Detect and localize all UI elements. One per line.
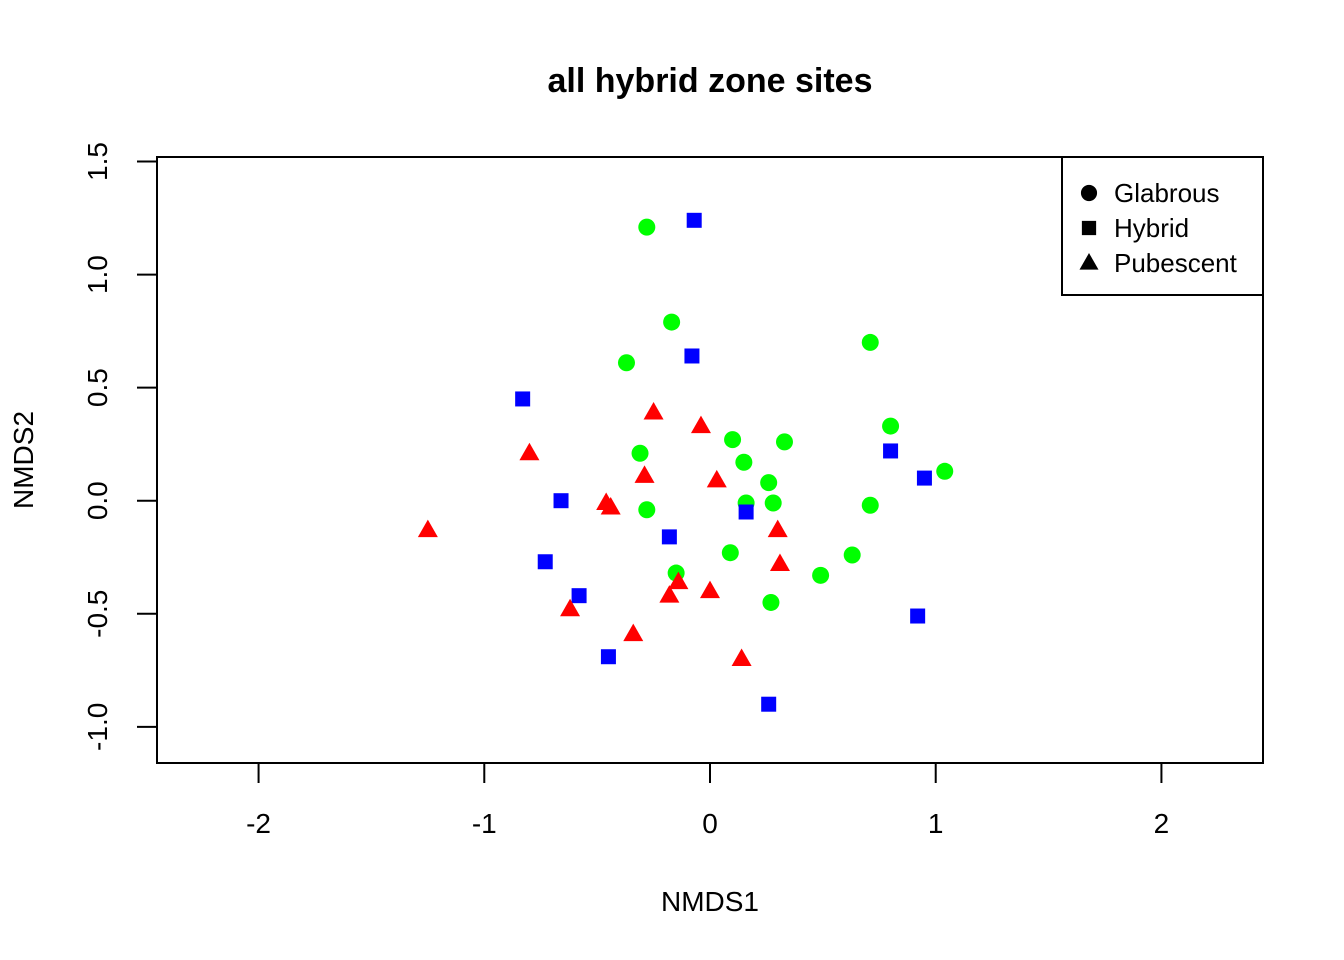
hybrid-point	[537, 554, 553, 570]
pubescent-point	[706, 469, 727, 488]
pubescent-point	[417, 519, 438, 538]
y-tick-label: 0.0	[82, 481, 113, 520]
glabrous-point	[638, 218, 656, 236]
hybrid-point	[553, 493, 569, 509]
legend-pubescent-marker	[1079, 253, 1099, 270]
pubescent-point	[668, 571, 689, 590]
pubescent-point	[769, 553, 790, 572]
pubescent-point	[643, 402, 664, 420]
pubescent-point	[731, 648, 752, 666]
hybrid-point	[686, 212, 702, 228]
glabrous-point	[764, 494, 782, 512]
pubescent-point	[623, 623, 644, 642]
x-tick-label: -1	[472, 808, 497, 839]
x-tick-label: -2	[246, 808, 271, 839]
hybrid-point	[738, 504, 754, 520]
glabrous-point	[721, 544, 739, 562]
glabrous-point	[812, 566, 830, 584]
pubescent-point	[690, 415, 711, 434]
glabrous-point	[760, 474, 778, 492]
glabrous-point	[638, 501, 656, 519]
data-points	[417, 212, 954, 712]
y-axis-label: NMDS2	[8, 411, 39, 509]
hybrid-point	[910, 608, 926, 624]
y-tick-label: 1.5	[82, 142, 113, 181]
x-tick-label: 2	[1154, 808, 1170, 839]
hybrid-point	[515, 391, 531, 407]
x-tick-label: 1	[928, 808, 944, 839]
hybrid-point	[761, 696, 777, 712]
glabrous-point	[631, 444, 649, 462]
pubescent-point	[700, 580, 720, 599]
x-axis-label: NMDS1	[661, 886, 759, 917]
legend-pubescent-label: Pubescent	[1114, 248, 1238, 278]
hybrid-point	[684, 348, 700, 364]
y-tick-label: -0.5	[82, 590, 113, 638]
hybrid-point	[916, 470, 932, 486]
glabrous-point	[775, 433, 793, 451]
x-axis: -2 -1 0 1 2	[246, 763, 1169, 839]
glabrous-point	[735, 453, 753, 471]
hybrid-point	[571, 588, 587, 604]
y-tick-label: -1.0	[82, 703, 113, 751]
glabrous-point	[663, 313, 681, 331]
pubescent-point	[600, 496, 621, 515]
pubescent-point	[634, 465, 655, 483]
y-tick-label: 1.0	[82, 255, 113, 294]
y-axis: -1.0 -0.5 0.0 0.5 1.0 1.5	[82, 142, 157, 751]
pubescent-point	[767, 519, 788, 538]
hybrid-point	[661, 529, 677, 545]
legend-glabrous-label: Glabrous	[1114, 178, 1220, 208]
glabrous-point	[617, 354, 635, 372]
chart-title: all hybrid zone sites	[548, 62, 873, 100]
legend: Glabrous Hybrid Pubescent	[1061, 156, 1264, 296]
glabrous-point	[762, 593, 780, 611]
glabrous-point	[724, 431, 742, 449]
pubescent-point	[659, 585, 680, 603]
legend-glabrous-marker	[1080, 184, 1098, 202]
hybrid-point	[883, 443, 899, 459]
legend-hybrid-marker	[1081, 220, 1097, 236]
glabrous-point	[843, 546, 861, 564]
hybrid-point	[600, 649, 616, 665]
pubescent-point	[560, 598, 581, 617]
x-tick-label: 0	[702, 808, 718, 839]
glabrous-point	[861, 496, 879, 514]
glabrous-point	[861, 333, 879, 351]
legend-hybrid-label: Hybrid	[1114, 213, 1189, 243]
glabrous-point	[882, 417, 900, 435]
pubescent-point	[519, 442, 540, 461]
y-tick-label: 0.5	[82, 368, 113, 407]
glabrous-point	[936, 462, 954, 480]
